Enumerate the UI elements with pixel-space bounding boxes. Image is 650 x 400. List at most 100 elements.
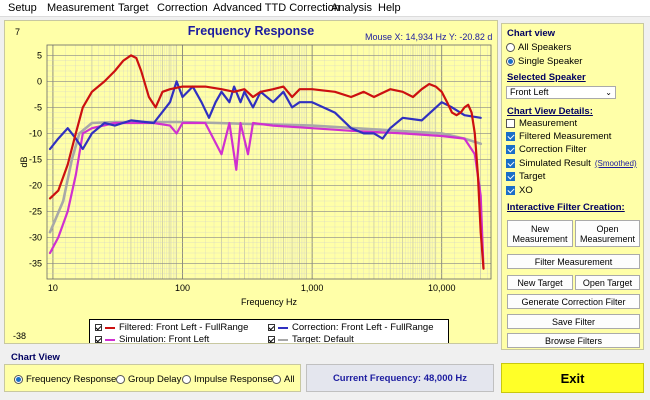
new-target-button[interactable]: New Target xyxy=(507,275,573,290)
browse-filters-button[interactable]: Browse Filters xyxy=(507,333,640,348)
y-tick-label: 5 xyxy=(37,50,42,60)
current-frequency-display: Current Frequency: 48,000 Hz xyxy=(306,364,494,392)
legend-checkbox[interactable] xyxy=(95,336,102,343)
exit-button[interactable]: Exit xyxy=(501,363,644,393)
y-tick-label: -5 xyxy=(34,102,42,112)
open-measurement-button[interactable]: Open Measurement xyxy=(575,220,640,247)
chart-view-selector: Frequency Response Group Delay Impulse R… xyxy=(4,364,301,392)
x-tick-label: 100 xyxy=(175,283,190,293)
legend-swatch xyxy=(278,326,288,329)
y-tick-label: -30 xyxy=(29,232,42,242)
radio-button[interactable] xyxy=(116,375,125,384)
radio-label: All Speakers xyxy=(518,42,572,53)
checkbox-label: Correction Filter xyxy=(519,144,587,155)
plot-border xyxy=(46,44,492,280)
check-correction-filter[interactable]: Correction Filter xyxy=(506,144,587,155)
new-measurement-button[interactable]: New Measurement xyxy=(507,220,573,247)
speaker-select-value: Front Left xyxy=(510,87,549,97)
checkbox[interactable] xyxy=(506,132,515,141)
checkbox-label: Filtered Measurement xyxy=(519,131,612,142)
check-filtered-measurement[interactable]: Filtered Measurement xyxy=(506,131,611,142)
x-tick-label: 10 xyxy=(48,283,58,293)
chart-view-heading: Chart view xyxy=(507,28,556,39)
menu-measurement[interactable]: Measurement xyxy=(47,2,115,14)
smoothed-link[interactable]: (Smoothed) xyxy=(594,159,637,168)
y-tick-label: -35 xyxy=(29,258,42,268)
checkbox-label: Simulated Result xyxy=(519,158,591,169)
open-target-button[interactable]: Open Target xyxy=(575,275,640,290)
checkbox[interactable] xyxy=(506,172,515,181)
mouse-readout: Mouse X: 14,934 Hz Y: -20.82 d xyxy=(365,32,493,42)
menu-help[interactable]: Help xyxy=(378,2,401,14)
speaker-select[interactable]: Front Left ⌄ xyxy=(506,86,616,99)
legend-item-correction[interactable]: Correction: Front Left - FullRange xyxy=(268,322,434,333)
all-speakers-radio[interactable]: All Speakers xyxy=(506,42,571,53)
menu-target[interactable]: Target xyxy=(118,2,149,14)
legend-label: Target: Default xyxy=(292,334,354,344)
y-tick-label: -20 xyxy=(29,180,42,190)
checkbox[interactable] xyxy=(506,145,515,154)
chart-title: Frequency Response xyxy=(187,24,315,38)
x-axis-label: Frequency Hz xyxy=(241,297,298,307)
side-panel: Chart view All Speakers Single Speaker S… xyxy=(501,23,644,350)
bottom-chart-view-label: Chart View xyxy=(11,352,60,363)
radio-label: Impulse Response xyxy=(194,374,273,385)
x-tick-label: 1,000 xyxy=(301,283,324,293)
legend-label: Correction: Front Left - FullRange xyxy=(292,322,434,333)
view-details-heading: Chart View Details: xyxy=(507,106,593,117)
checkbox[interactable] xyxy=(506,159,515,168)
series-line-correction xyxy=(48,80,482,151)
legend-item-target[interactable]: Target: Default xyxy=(268,334,354,344)
selected-speaker-heading: Selected Speaker xyxy=(507,72,586,83)
chevron-down-icon: ⌄ xyxy=(605,88,612,97)
radio-button[interactable] xyxy=(506,43,515,52)
radio-label: Group Delay xyxy=(128,374,182,385)
checkbox-label: XO xyxy=(519,185,533,196)
series-line-filtered xyxy=(48,54,485,270)
legend-label: Filtered: Front Left - FullRange xyxy=(119,322,249,333)
legend-item-simulation[interactable]: Simulation: Front Left xyxy=(95,334,209,343)
radio-button[interactable] xyxy=(272,375,281,384)
y-tick-label: 0 xyxy=(37,76,42,86)
generate-correction-filter-button[interactable]: Generate Correction Filter xyxy=(507,294,640,309)
single-speaker-radio[interactable]: Single Speaker xyxy=(506,56,582,67)
chart-panel[interactable]: 5 0 -5 -10 -15 -20 -25 -30 -35 10 100 1,000 10,000 Fr… xyxy=(4,20,498,344)
menu-correction[interactable]: Correction xyxy=(157,2,208,14)
frequency-response-chart[interactable]: 5 0 -5 -10 -15 -20 -25 -30 -35 10 100 1,000 10,000 Fr… xyxy=(5,21,498,321)
check-simulated-result[interactable]: Simulated Result (Smoothed) xyxy=(506,158,637,169)
menu-analysis[interactable]: Analysis xyxy=(331,2,372,14)
y-axis-label: dB xyxy=(19,156,29,167)
menu-bar: Setup Measurement Target Correction Adva… xyxy=(0,0,650,17)
y-tick-label: -25 xyxy=(29,206,42,216)
radio-button[interactable] xyxy=(14,375,23,384)
filter-measurement-button[interactable]: Filter Measurement xyxy=(507,254,640,269)
radio-label: All xyxy=(284,374,295,385)
y-tick-label: -10 xyxy=(29,128,42,138)
check-xo[interactable]: XO xyxy=(506,185,533,196)
checkbox[interactable] xyxy=(506,186,515,195)
menu-advanced-ttd-correction[interactable]: Advanced TTD Correction xyxy=(213,2,340,14)
legend-checkbox[interactable] xyxy=(268,336,275,343)
menu-setup[interactable]: Setup xyxy=(8,2,37,14)
checkbox-label: Target xyxy=(519,171,546,182)
legend-checkbox[interactable] xyxy=(268,324,275,331)
filter-creation-heading: Interactive Filter Creation: xyxy=(507,202,625,213)
check-measurement[interactable]: Measurement xyxy=(506,118,577,129)
save-filter-button[interactable]: Save Filter xyxy=(507,314,640,329)
view-all[interactable]: All xyxy=(272,374,295,385)
checkbox[interactable] xyxy=(506,119,515,128)
radio-button[interactable] xyxy=(506,57,515,66)
series-line-simulation xyxy=(48,121,485,270)
view-impulse-response[interactable]: Impulse Response xyxy=(182,374,273,385)
legend-checkbox[interactable] xyxy=(95,324,102,331)
radio-button[interactable] xyxy=(182,375,191,384)
legend-swatch xyxy=(278,338,288,341)
bottom-left-value: -38 xyxy=(13,331,27,341)
check-target[interactable]: Target xyxy=(506,171,545,182)
view-frequency-response[interactable]: Frequency Response xyxy=(14,374,116,385)
top-left-value: 7 xyxy=(15,27,21,37)
legend-swatch xyxy=(105,326,115,329)
legend-item-filtered[interactable]: Filtered: Front Left - FullRange xyxy=(95,322,248,333)
y-tick-label: -15 xyxy=(29,154,42,164)
view-group-delay[interactable]: Group Delay xyxy=(116,374,181,385)
